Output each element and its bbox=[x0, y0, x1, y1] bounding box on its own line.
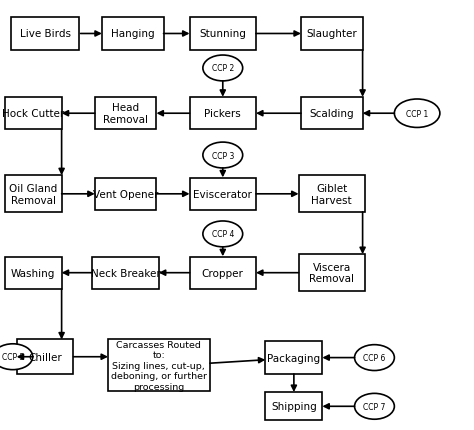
Text: Hock Cutter: Hock Cutter bbox=[2, 109, 64, 119]
Text: CCP 3: CCP 3 bbox=[211, 151, 234, 160]
FancyBboxPatch shape bbox=[190, 178, 256, 210]
Text: Oil Gland
Removal: Oil Gland Removal bbox=[9, 184, 57, 205]
FancyBboxPatch shape bbox=[102, 18, 164, 50]
FancyBboxPatch shape bbox=[265, 392, 322, 421]
Text: CCP 5: CCP 5 bbox=[1, 353, 24, 361]
Text: Stunning: Stunning bbox=[200, 29, 246, 40]
FancyBboxPatch shape bbox=[92, 257, 159, 289]
Ellipse shape bbox=[355, 393, 394, 419]
FancyBboxPatch shape bbox=[301, 18, 363, 50]
FancyBboxPatch shape bbox=[17, 340, 73, 374]
FancyBboxPatch shape bbox=[95, 178, 156, 210]
Text: Head
Removal: Head Removal bbox=[103, 103, 148, 125]
Text: Chiller: Chiller bbox=[28, 352, 62, 362]
Text: Pickers: Pickers bbox=[204, 109, 241, 119]
FancyBboxPatch shape bbox=[190, 18, 256, 50]
Text: Eviscerator: Eviscerator bbox=[193, 189, 252, 200]
FancyBboxPatch shape bbox=[108, 340, 210, 391]
FancyBboxPatch shape bbox=[190, 257, 256, 289]
Text: Live Birds: Live Birds bbox=[19, 29, 71, 40]
Ellipse shape bbox=[0, 344, 33, 370]
Text: Washing: Washing bbox=[11, 268, 55, 278]
Text: CCP 1: CCP 1 bbox=[406, 110, 428, 118]
FancyBboxPatch shape bbox=[5, 176, 62, 212]
Text: Viscera
Removal: Viscera Removal bbox=[310, 262, 354, 284]
FancyBboxPatch shape bbox=[5, 98, 62, 130]
Ellipse shape bbox=[203, 56, 243, 82]
FancyBboxPatch shape bbox=[301, 98, 363, 130]
Text: Shipping: Shipping bbox=[271, 401, 317, 412]
Ellipse shape bbox=[203, 143, 243, 169]
Ellipse shape bbox=[203, 221, 243, 247]
FancyBboxPatch shape bbox=[11, 18, 79, 50]
Text: Slaughter: Slaughter bbox=[306, 29, 357, 40]
Text: Giblet
Harvest: Giblet Harvest bbox=[311, 184, 352, 205]
FancyBboxPatch shape bbox=[299, 176, 365, 212]
Text: Cropper: Cropper bbox=[202, 268, 244, 278]
Text: Vent Opener: Vent Opener bbox=[93, 189, 158, 200]
Text: CCP 2: CCP 2 bbox=[212, 64, 234, 73]
Text: CCP 7: CCP 7 bbox=[363, 402, 386, 411]
Text: Packaging: Packaging bbox=[267, 353, 320, 363]
Text: Scalding: Scalding bbox=[310, 109, 354, 119]
FancyBboxPatch shape bbox=[5, 257, 62, 289]
Text: Neck Breaker: Neck Breaker bbox=[91, 268, 161, 278]
FancyBboxPatch shape bbox=[95, 98, 156, 130]
Ellipse shape bbox=[355, 345, 394, 371]
Ellipse shape bbox=[394, 100, 440, 128]
FancyBboxPatch shape bbox=[265, 341, 322, 374]
Text: Carcasses Routed
to:
Sizing lines, cut-up,
deboning, or further
processing: Carcasses Routed to: Sizing lines, cut-u… bbox=[111, 340, 207, 391]
Text: CCP 4: CCP 4 bbox=[211, 230, 234, 239]
FancyBboxPatch shape bbox=[299, 255, 365, 292]
Text: Hanging: Hanging bbox=[111, 29, 155, 40]
Text: CCP 6: CCP 6 bbox=[363, 353, 386, 362]
FancyBboxPatch shape bbox=[190, 98, 256, 130]
